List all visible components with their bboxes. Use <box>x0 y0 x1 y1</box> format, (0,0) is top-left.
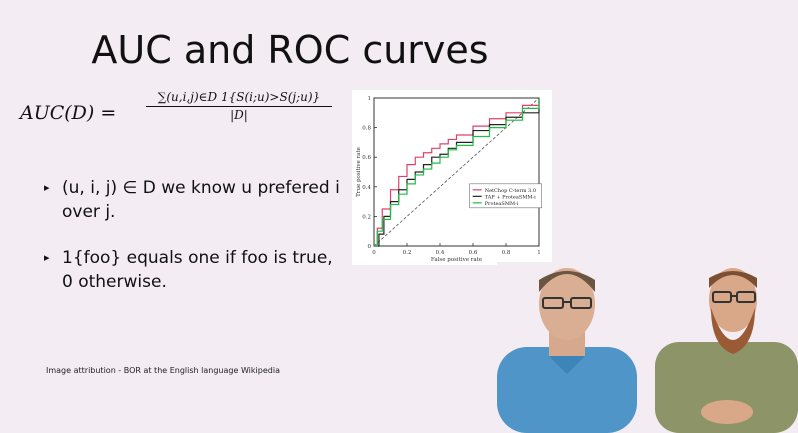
legend-box <box>469 183 542 209</box>
x-tick-label: 0.8 <box>502 250 511 256</box>
bullet-text: 1{foo} equals one if foo is true, 0 othe… <box>62 248 333 292</box>
diagonal-reference-line <box>373 97 540 247</box>
legend-entry: TAP + ProteaSMM-i <box>485 194 536 200</box>
formula-fraction: ∑(u,i,j)∈D 1{S(i;u)>S(j;u)} |D| <box>146 90 332 122</box>
roc-chart-svg: 0 0.2 0.4 0.6 0.8 1 0 0.2 0.4 0.6 0.8 1 False positi… <box>352 90 552 265</box>
x-tick-label: 0.4 <box>436 250 445 256</box>
beard <box>711 308 755 354</box>
formula-numerator: ∑(u,i,j)∈D 1{S(i;u)>S(j;u)} <box>146 90 332 107</box>
presenter-face <box>709 268 757 332</box>
roc-chart: 0 0.2 0.4 0.6 0.8 1 0 0.2 0.4 0.6 0.8 1 False positi… <box>352 90 552 265</box>
bullet-marker: ▸ <box>44 181 50 194</box>
bullet-marker: ▸ <box>44 251 50 264</box>
y-tick-label: 0.8 <box>362 126 371 132</box>
formula-lhs: AUC(D) = <box>20 102 117 124</box>
presenter-face <box>539 268 595 340</box>
x-tick-label: 1 <box>537 250 541 256</box>
presenter-shirt <box>497 347 637 433</box>
presenter-left-video <box>497 262 637 433</box>
y-tick-label: 0.6 <box>362 155 371 161</box>
presenter-shirt <box>655 342 798 433</box>
formula-denominator: |D| <box>230 108 248 122</box>
slide-title: AUC and ROC curves <box>91 28 489 72</box>
y-tick-label: 0.2 <box>362 214 371 220</box>
legend-entry: ProteaSMM-i <box>485 201 519 207</box>
hands <box>701 400 753 424</box>
y-tick-label: 0 <box>368 244 372 250</box>
roc-series-line <box>374 98 540 247</box>
bullet-text: (u, i, j) ∈ D we know u prefered i over … <box>62 178 340 222</box>
y-axis-label: True positive rate <box>356 147 362 197</box>
plot-frame <box>373 97 540 247</box>
legend-entry: NetChop C-term 3.0 <box>485 188 536 194</box>
y-tick-label: 0.4 <box>362 185 371 191</box>
y-tick-label: 1 <box>368 96 372 102</box>
x-tick-label: 0.2 <box>403 250 412 256</box>
presenter-right-video <box>655 262 798 433</box>
x-tick-label: 0.6 <box>469 250 478 256</box>
x-tick-label: 0 <box>372 250 376 256</box>
image-attribution: Image attribution - BOR at the English l… <box>46 366 280 375</box>
x-axis-label: False positive rate <box>431 257 482 263</box>
